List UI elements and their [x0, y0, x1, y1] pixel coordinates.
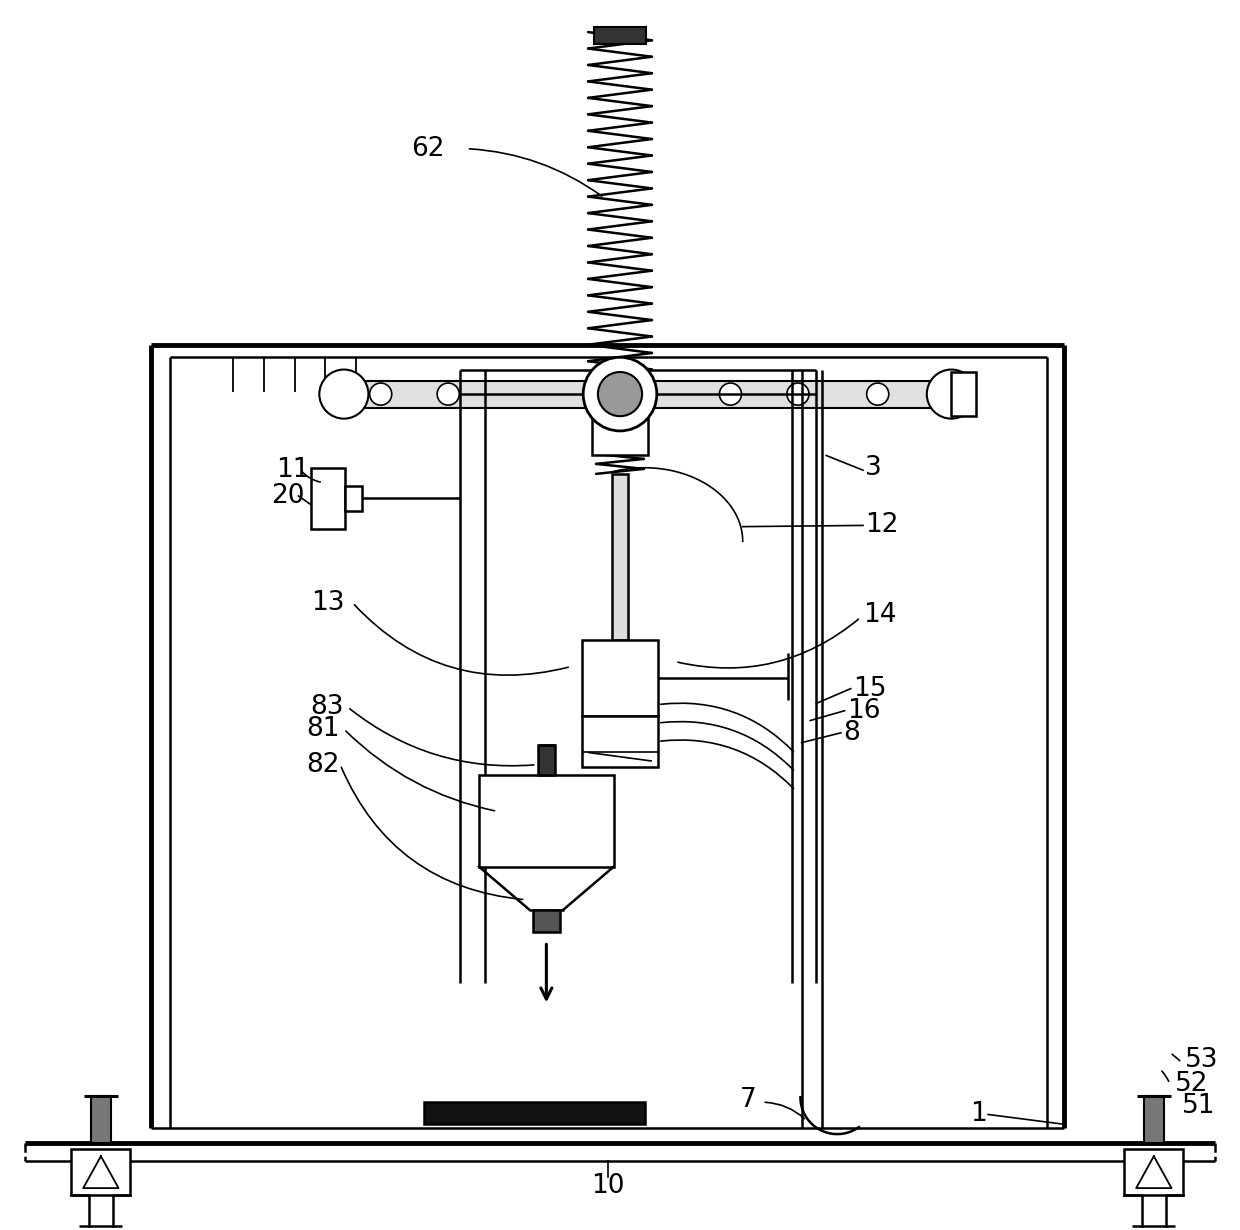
Circle shape	[370, 383, 392, 405]
Bar	[424, 1102, 645, 1124]
Bar	[593, 406, 647, 455]
Text: 12: 12	[866, 513, 899, 539]
Bar	[582, 716, 658, 768]
Circle shape	[787, 383, 808, 405]
Text: 1: 1	[970, 1102, 987, 1128]
Bar	[91, 1096, 110, 1143]
Text: 14: 14	[863, 601, 897, 629]
Circle shape	[320, 369, 368, 418]
Text: 13: 13	[311, 589, 345, 616]
Circle shape	[719, 383, 742, 405]
Text: 51: 51	[1182, 1093, 1215, 1119]
Bar	[1145, 1096, 1163, 1143]
Bar	[311, 467, 345, 529]
Text: 82: 82	[306, 752, 340, 777]
Bar	[479, 775, 614, 867]
Bar	[582, 640, 658, 716]
Text: 10: 10	[591, 1172, 625, 1199]
Text: 83: 83	[311, 694, 345, 720]
Bar	[951, 371, 976, 416]
Circle shape	[598, 371, 642, 416]
Bar	[72, 1149, 130, 1196]
Bar	[1125, 1149, 1183, 1196]
Text: 62: 62	[412, 135, 445, 161]
Text: 15: 15	[853, 675, 887, 701]
Circle shape	[926, 369, 976, 418]
Text: 16: 16	[847, 697, 880, 723]
Bar	[594, 27, 646, 44]
Circle shape	[867, 383, 889, 405]
Bar	[345, 486, 362, 510]
Text: 52: 52	[1174, 1071, 1208, 1097]
Text: 20: 20	[272, 483, 305, 509]
Text: 11: 11	[277, 458, 310, 483]
Text: 3: 3	[866, 455, 882, 481]
Bar	[343, 380, 951, 407]
Text: 81: 81	[306, 716, 340, 742]
Bar	[533, 909, 560, 931]
Text: 8: 8	[843, 720, 861, 745]
Bar	[538, 745, 556, 775]
Text: 53: 53	[1184, 1048, 1218, 1074]
Bar	[613, 474, 627, 640]
Circle shape	[438, 383, 459, 405]
Text: 7: 7	[740, 1087, 756, 1113]
Circle shape	[583, 357, 657, 430]
